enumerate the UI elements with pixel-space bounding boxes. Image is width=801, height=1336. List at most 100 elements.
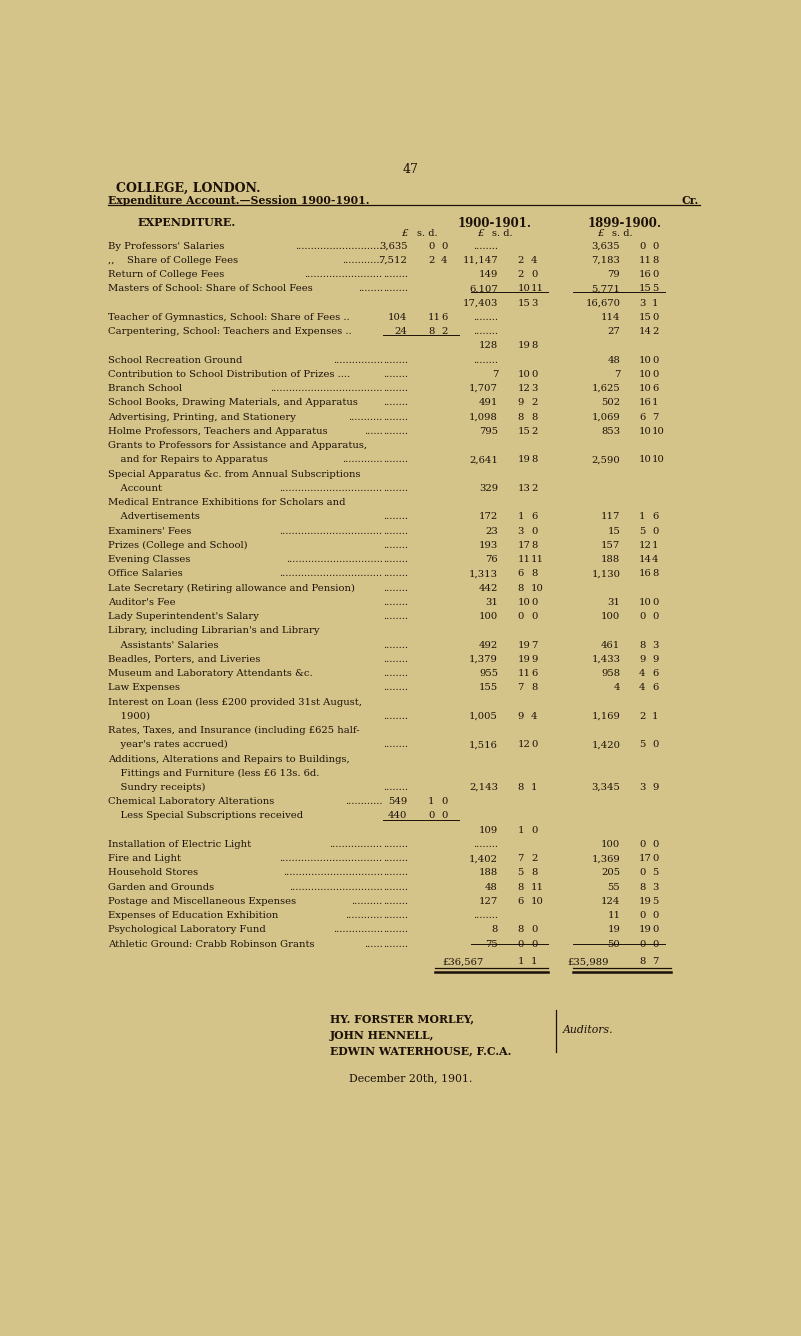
Text: ........: ........: [383, 541, 408, 550]
Text: 492: 492: [479, 640, 498, 649]
Text: 7: 7: [652, 413, 658, 422]
Text: 8: 8: [531, 683, 537, 692]
Text: 7: 7: [517, 683, 524, 692]
Text: 155: 155: [479, 683, 498, 692]
Text: 128: 128: [479, 341, 498, 350]
Text: ........: ........: [383, 740, 408, 749]
Text: 5: 5: [652, 868, 658, 878]
Text: ........: ........: [383, 896, 408, 906]
Text: 11,147: 11,147: [462, 255, 498, 265]
Text: December 20th, 1901.: December 20th, 1901.: [348, 1073, 473, 1083]
Text: .................................: .................................: [280, 569, 383, 578]
Text: 2: 2: [652, 327, 658, 337]
Text: 2,143: 2,143: [469, 783, 498, 792]
Text: 1,005: 1,005: [469, 712, 498, 720]
Text: 0: 0: [531, 612, 537, 621]
Text: School Books, Drawing Materials, and Apparatus: School Books, Drawing Materials, and App…: [108, 398, 358, 407]
Text: 10: 10: [531, 584, 544, 593]
Text: 0: 0: [652, 740, 658, 749]
Text: 1900): 1900): [108, 712, 151, 720]
Text: ........: ........: [383, 355, 408, 365]
Text: 12: 12: [517, 740, 530, 749]
Text: ........: ........: [383, 868, 408, 878]
Text: 1,098: 1,098: [469, 413, 498, 422]
Text: 16: 16: [639, 270, 652, 279]
Text: 3,635: 3,635: [379, 242, 408, 251]
Text: 0: 0: [441, 798, 447, 806]
Text: Household Stores: Household Stores: [108, 868, 199, 878]
Text: 2,590: 2,590: [592, 456, 620, 465]
Text: ..............................: ..............................: [289, 883, 383, 891]
Text: 4: 4: [639, 669, 646, 679]
Text: 0: 0: [531, 740, 537, 749]
Text: 1: 1: [652, 398, 658, 407]
Text: 14: 14: [639, 327, 652, 337]
Text: 4: 4: [531, 712, 537, 720]
Text: Less Special Subscriptions received: Less Special Subscriptions received: [108, 811, 304, 820]
Text: 2: 2: [428, 255, 434, 265]
Text: 1: 1: [428, 798, 434, 806]
Text: 12: 12: [639, 541, 652, 550]
Text: Auditors.: Auditors.: [562, 1025, 614, 1034]
Text: 10: 10: [517, 597, 530, 607]
Text: 8: 8: [639, 958, 646, 966]
Text: Auditor's Fee: Auditor's Fee: [108, 597, 176, 607]
Text: 5: 5: [517, 868, 524, 878]
Text: 3,345: 3,345: [591, 783, 620, 792]
Text: 19: 19: [517, 655, 530, 664]
Text: 19: 19: [639, 896, 652, 906]
Text: £35,989: £35,989: [568, 958, 609, 966]
Text: 1,707: 1,707: [469, 383, 498, 393]
Text: 0: 0: [639, 911, 646, 921]
Text: COLLEGE, LONDON.: COLLEGE, LONDON.: [115, 182, 260, 195]
Text: EDWIN WATERHOUSE, F.C.A.: EDWIN WATERHOUSE, F.C.A.: [330, 1045, 511, 1057]
Text: 329: 329: [479, 484, 498, 493]
Text: ........: ........: [473, 242, 498, 251]
Text: 15: 15: [639, 313, 652, 322]
Text: 10: 10: [517, 285, 530, 294]
Text: 8: 8: [531, 341, 537, 350]
Text: 15: 15: [607, 526, 620, 536]
Text: 11: 11: [639, 255, 652, 265]
Text: Medical Entrance Exhibitions for Scholars and: Medical Entrance Exhibitions for Scholar…: [108, 498, 346, 508]
Text: 157: 157: [601, 541, 620, 550]
Text: 1: 1: [531, 783, 537, 792]
Text: 0: 0: [441, 242, 447, 251]
Text: Interest on Loan (less £200 provided 31st August,: Interest on Loan (less £200 provided 31s…: [108, 697, 362, 707]
Text: 23: 23: [485, 526, 498, 536]
Text: 2: 2: [531, 484, 537, 493]
Text: 10: 10: [517, 370, 530, 379]
Text: 11: 11: [531, 554, 544, 564]
Text: 1,313: 1,313: [469, 569, 498, 578]
Text: 0: 0: [652, 926, 658, 934]
Text: Postage and Miscellaneous Expenses: Postage and Miscellaneous Expenses: [108, 896, 296, 906]
Text: Late Secretary (Retiring allowance and Pension): Late Secretary (Retiring allowance and P…: [108, 584, 355, 593]
Text: 27: 27: [608, 327, 620, 337]
Text: 3: 3: [652, 640, 658, 649]
Text: 15: 15: [517, 426, 530, 436]
Text: 4: 4: [652, 554, 658, 564]
Text: 75: 75: [485, 939, 498, 949]
Text: 6: 6: [652, 669, 658, 679]
Text: ........: ........: [383, 270, 408, 279]
Text: and for Repairs to Apparatus: and for Repairs to Apparatus: [108, 456, 268, 465]
Text: 442: 442: [479, 584, 498, 593]
Text: ............: ............: [345, 911, 383, 921]
Text: 10: 10: [652, 456, 665, 465]
Text: ............................: ............................: [295, 242, 383, 251]
Text: .............: .............: [342, 456, 383, 465]
Text: s. d.: s. d.: [612, 230, 632, 238]
Text: ........: ........: [383, 484, 408, 493]
Text: ........: ........: [473, 840, 498, 848]
Text: 9: 9: [517, 398, 524, 407]
Text: 10: 10: [639, 456, 652, 465]
Text: 1,169: 1,169: [591, 712, 620, 720]
Text: 15: 15: [517, 298, 530, 307]
Text: 1,379: 1,379: [469, 655, 498, 664]
Text: 9: 9: [652, 783, 658, 792]
Text: 16: 16: [639, 569, 652, 578]
Text: 491: 491: [479, 398, 498, 407]
Text: Carpentering, School: Teachers and Expenses ..: Carpentering, School: Teachers and Expen…: [108, 327, 352, 337]
Text: Rates, Taxes, and Insurance (including £625 half-: Rates, Taxes, and Insurance (including £…: [108, 725, 360, 735]
Text: 3: 3: [531, 383, 537, 393]
